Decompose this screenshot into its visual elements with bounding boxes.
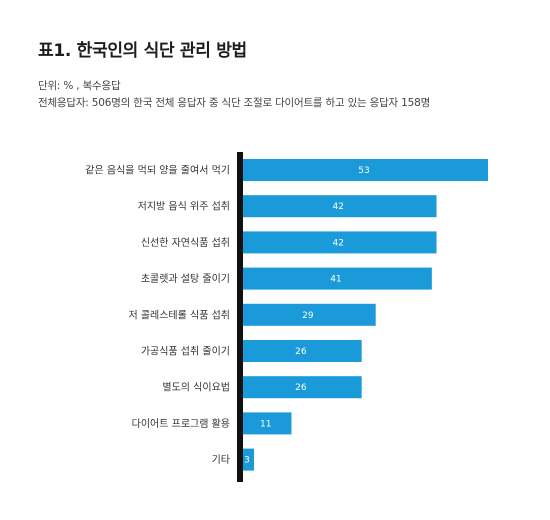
bar (240, 303, 376, 326)
value-label: 41 (330, 275, 341, 285)
bar (240, 412, 292, 435)
category-label: 가공식품 섭취 줄이기 (141, 346, 230, 358)
bar (240, 231, 437, 254)
value-labels-group: 53 42 42 41 29 26 26 11 3 (244, 166, 370, 466)
bar (240, 448, 255, 471)
bar (240, 195, 437, 218)
value-label: 42 (333, 202, 344, 212)
bar (240, 376, 362, 399)
value-label: 3 (244, 456, 250, 466)
value-label: 53 (358, 166, 369, 176)
value-label: 42 (333, 238, 344, 248)
bar (240, 159, 488, 181)
chart-title: 표1. 한국인의 식단 관리 방법 (38, 41, 247, 61)
bars-group (240, 159, 488, 471)
category-label: 다이어트 프로그램 활용 (132, 417, 230, 430)
bar (240, 267, 432, 290)
category-label: 초콜렛과 설탕 줄이기 (141, 273, 230, 285)
category-label: 저 콜레스테롤 식품 섭취 (128, 309, 230, 321)
category-label: 같은 음식을 먹되 양을 줄여서 먹기 (85, 165, 230, 177)
value-label: 11 (260, 419, 271, 429)
category-label: 기타 (212, 454, 230, 466)
value-label: 26 (295, 383, 307, 393)
unit-note: 단위: % , 복수응답 (38, 80, 121, 92)
category-label: 별도의 식이요법 (162, 382, 230, 394)
category-label: 저지방 음식 위주 섭취 (138, 200, 230, 213)
respondent-base-note: 전체응답자: 506명의 한국 전체 응답자 중 식단 조절로 다이어트를 하고… (38, 97, 431, 109)
bar (240, 340, 362, 362)
category-label: 신선한 자연식품 섭취 (141, 237, 230, 249)
value-label: 29 (302, 311, 314, 321)
value-label: 26 (295, 347, 307, 357)
